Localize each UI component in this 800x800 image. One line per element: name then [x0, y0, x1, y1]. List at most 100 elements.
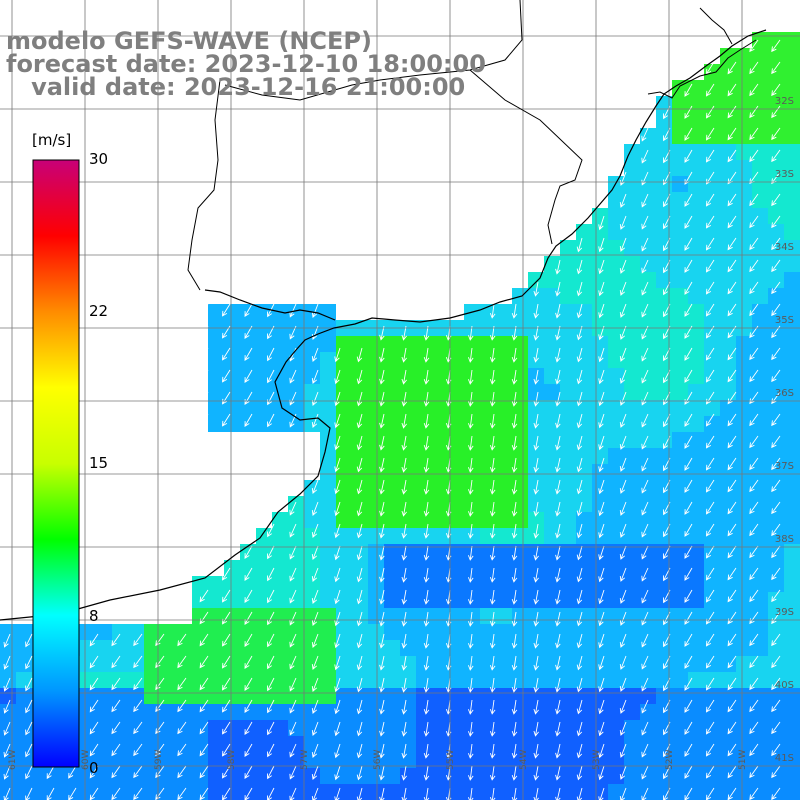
wind-cell: [64, 624, 80, 640]
wind-cell: [640, 224, 656, 240]
wind-arrow: [199, 391, 209, 405]
wind-cell: [688, 608, 704, 624]
wind-cell: [272, 352, 288, 368]
river-plate-inner-coast: [204, 289, 336, 321]
wind-cell: [80, 752, 96, 768]
wind-cell: [768, 560, 784, 576]
wind-cell: [192, 656, 208, 672]
wind-arrow: [467, 545, 474, 561]
wind-arrow: [727, 105, 737, 119]
wind-arrow: [289, 633, 297, 648]
wind-cell: [560, 672, 576, 688]
wind-cell: [48, 672, 64, 688]
wind-cell: [768, 272, 784, 288]
wind-cell: [208, 768, 224, 784]
wind-cell: [256, 416, 272, 432]
wind-cell: [784, 304, 800, 320]
wind-cell: [384, 656, 400, 672]
wind-cell: [448, 336, 464, 352]
wind-cell: [544, 784, 560, 800]
wind-cell: [736, 304, 752, 320]
wind-arrow: [771, 237, 781, 251]
wind-cell: [416, 640, 432, 656]
wind-cell: [560, 368, 576, 384]
wind-arrow: [267, 567, 275, 582]
wind-cell: [208, 720, 224, 736]
wind-arrow: [598, 259, 605, 275]
wind-arrow: [749, 523, 759, 537]
wind-cell: [160, 656, 176, 672]
wind-arrow: [511, 743, 518, 759]
wind-cell: [384, 464, 400, 480]
wind-cell: [400, 624, 416, 640]
wind-arrow: [244, 611, 253, 625]
wind-arrow: [727, 369, 737, 383]
wind-cell: [304, 768, 320, 784]
wind-cell: [448, 688, 464, 704]
wind-arrow: [705, 633, 715, 647]
wind-cell: [544, 576, 560, 592]
wind-arrow: [133, 633, 143, 647]
wind-cell: [432, 480, 448, 496]
wind-arrow: [267, 611, 275, 626]
wind-cell: [400, 336, 416, 352]
wind-cell: [640, 640, 656, 656]
wind-cell: [384, 640, 400, 656]
wind-arrow: [555, 347, 561, 363]
wind-cell: [672, 176, 688, 192]
wind-cell: [704, 352, 720, 368]
wind-arrow: [705, 61, 715, 75]
wind-cell: [720, 160, 736, 176]
wind-cell: [720, 576, 736, 592]
wind-cell: [688, 720, 704, 736]
wind-cell: [496, 432, 512, 448]
wind-cell: [16, 656, 32, 672]
wind-cell: [96, 640, 112, 656]
wind-cell: [352, 592, 368, 608]
wind-arrow: [576, 699, 583, 715]
wind-arrow: [244, 303, 253, 317]
wind-arrow: [598, 787, 605, 800]
wind-arrow: [705, 259, 715, 273]
wind-arrow: [356, 787, 363, 800]
wind-cell: [96, 656, 112, 672]
wind-cell: [752, 416, 768, 432]
wind-arrow: [199, 435, 209, 449]
wind-cell: [368, 528, 384, 544]
wind-cell: [576, 624, 592, 640]
wind-arrow: [467, 655, 474, 671]
wind-cell: [736, 704, 752, 720]
wind-cell: [640, 160, 656, 176]
wind-cell: [448, 640, 464, 656]
wind-cell: [576, 512, 592, 528]
wind-arrow: [244, 787, 253, 800]
wind-arrow: [3, 765, 11, 780]
wind-arrow: [489, 435, 496, 451]
wind-arrow: [727, 347, 737, 361]
wind-arrow: [555, 567, 561, 583]
wind-cell: [608, 560, 624, 576]
wind-arrow: [379, 589, 385, 605]
wind-cell: [512, 496, 528, 512]
wind-arrow: [533, 303, 539, 319]
wind-arrow: [267, 699, 275, 714]
wind-cell: [720, 752, 736, 768]
wind-cell: [768, 416, 784, 432]
forecast-date: forecast date: 2023-12-10 18:00:00: [6, 50, 486, 78]
wind-cell: [400, 480, 416, 496]
wind-cell: [608, 752, 624, 768]
wind-cell: [720, 784, 736, 800]
wind-arrow: [598, 721, 605, 737]
wind-arrow: [533, 281, 539, 297]
wind-arrow: [641, 369, 649, 384]
wind-cell: [736, 544, 752, 560]
wind-cell: [352, 736, 368, 752]
wind-cell: [208, 608, 224, 624]
wind-arrow: [289, 369, 297, 384]
wind-cell: [224, 784, 240, 800]
wind-arrow: [511, 655, 518, 671]
wind-arrow: [311, 523, 319, 538]
wind-cell: [768, 640, 784, 656]
wind-arrow: [684, 787, 693, 800]
wind-arrow: [619, 567, 627, 582]
